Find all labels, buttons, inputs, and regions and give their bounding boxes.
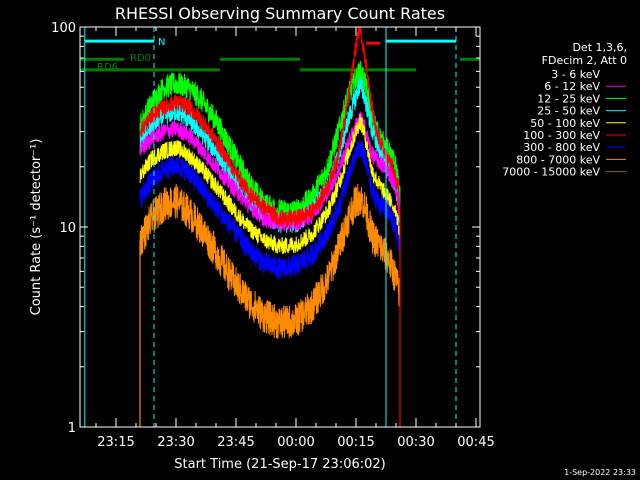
- footer-date: 1-Sep-2022 23:33: [564, 468, 636, 477]
- legend-label-4: 50 - 100 keV: [530, 117, 600, 130]
- legend-label-0: 3 - 6 keV: [551, 68, 600, 81]
- x-tick-label: 00:30: [397, 435, 434, 450]
- legend-label-2: 12 - 25 keV: [537, 92, 600, 105]
- series-group: [139, 26, 401, 427]
- series-line-1: [139, 60, 401, 223]
- legend-label-6: 300 - 800 keV: [523, 141, 600, 154]
- flag-label-f: F: [354, 44, 360, 55]
- x-tick-label: 00:00: [277, 435, 314, 450]
- flag-label-rd0: RD0: [130, 53, 151, 64]
- legend-label-1: 6 - 12 keV: [544, 80, 600, 93]
- x-tick-label: 23:15: [97, 435, 134, 450]
- legend-label-8: 7000 - 15000 keV: [502, 166, 600, 179]
- y-axis-label: Count Rate (s⁻¹ detector⁻¹): [29, 139, 44, 316]
- y-tick-label: 10: [59, 221, 76, 236]
- axes-group: 1 10 100 23:15 23:30 23:45 00:00 00:15 00:30 00:4…: [51, 21, 495, 450]
- legend-header-0: Det 1,3,6,: [572, 41, 627, 54]
- y-tick-label: 100: [51, 21, 76, 36]
- legend-label-7: 800 - 7000 keV: [516, 153, 600, 166]
- chart-title: RHESSI Observing Summary Count Rates: [115, 4, 445, 23]
- series-line-7: [139, 183, 401, 339]
- x-tick-label: 23:30: [157, 435, 194, 450]
- x-axis-label: Start Time (21-Sep-17 23:06:02): [174, 457, 385, 472]
- legend-label-3: 25 - 50 keV: [537, 105, 600, 118]
- legend-label-5: 100 - 300 keV: [523, 129, 600, 142]
- flag-label-rd6: RD6: [97, 62, 118, 73]
- legend-header-1: FDecim 2, Att 0: [542, 54, 627, 67]
- flag-label-n: N: [158, 37, 165, 48]
- x-tick-label: 23:45: [217, 435, 254, 450]
- flag-bars: N RD0 RD6 F: [80, 37, 480, 73]
- series-line-4: [139, 26, 401, 228]
- vertical-lines: [84, 27, 457, 427]
- x-tick-label: 00:45: [457, 435, 494, 450]
- x-tick-label: 00:15: [337, 435, 374, 450]
- series-line-6: [139, 140, 401, 280]
- y-tick-label: 1: [68, 421, 76, 436]
- series-line-5: [139, 114, 401, 255]
